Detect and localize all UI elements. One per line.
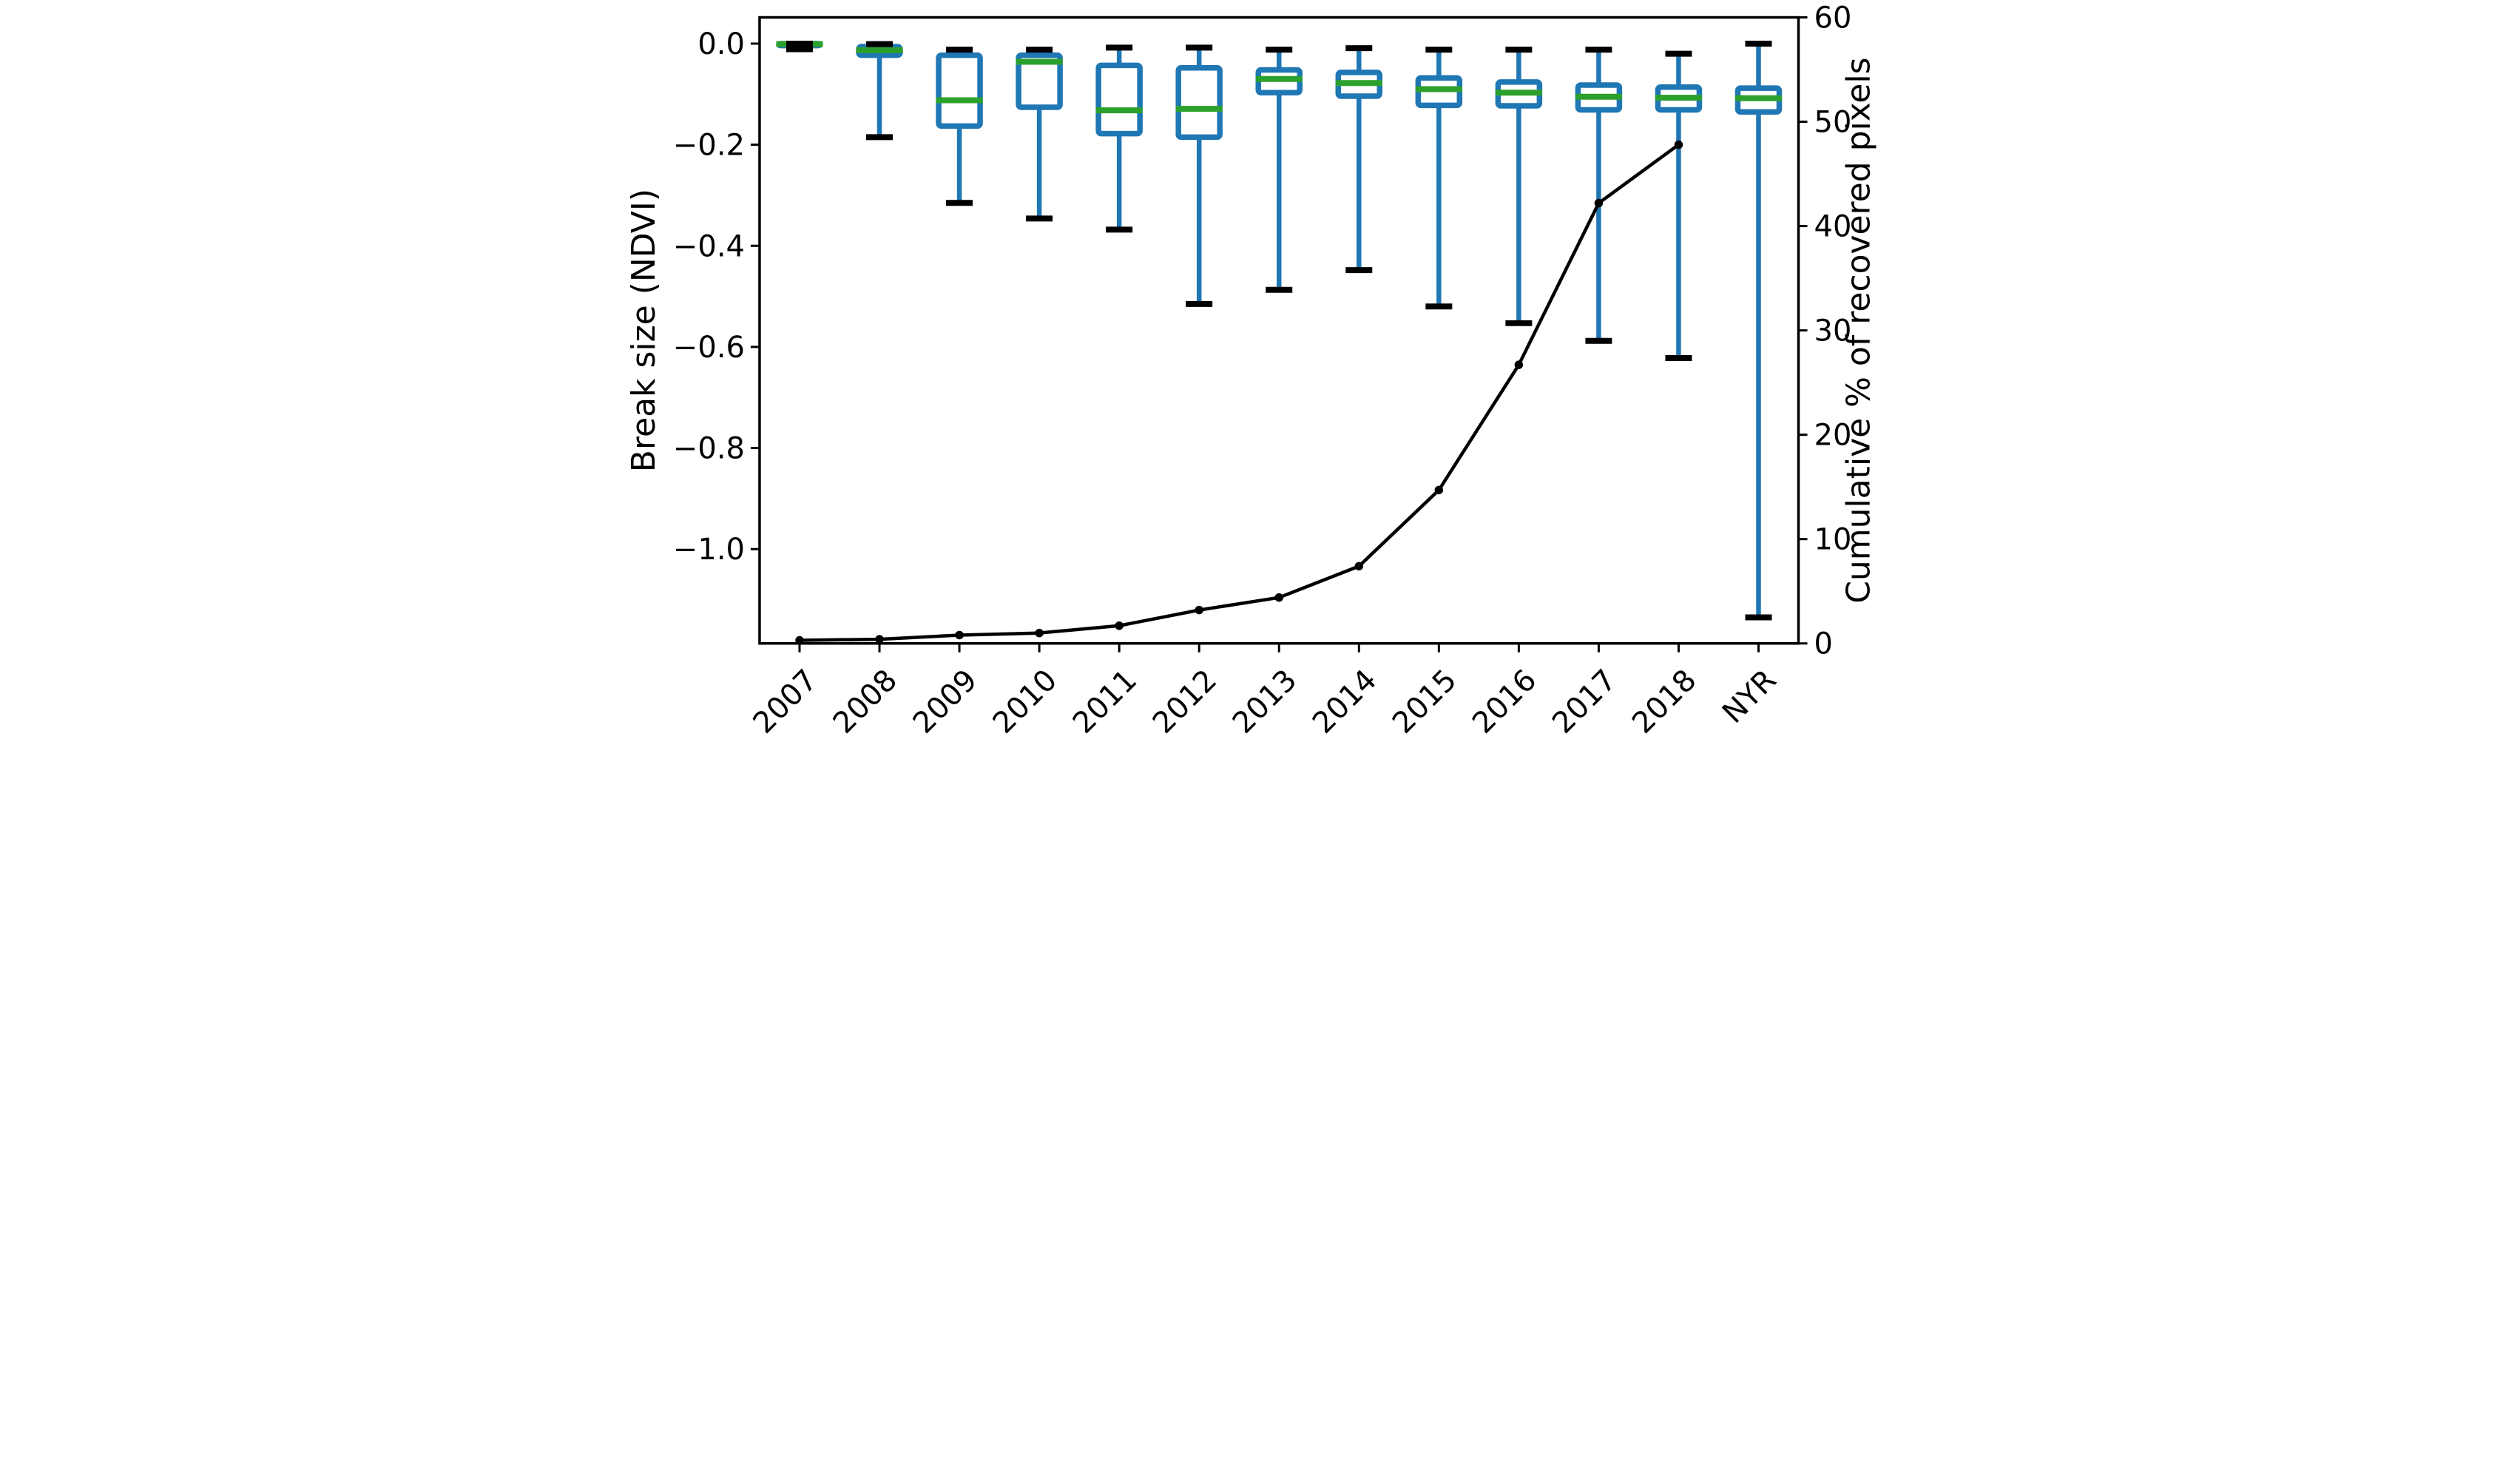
right-tick-label: 30	[1814, 314, 1852, 348]
boxplot-cumulative-chart: 0.0−0.2−0.4−0.6−0.8−1.001020304050602007…	[630, 0, 1890, 735]
left-axis: 0.0 −0.2 −0.4 −0.6 −0.8 −1.0	[673, 27, 760, 567]
boxplot-2011	[1095, 44, 1143, 233]
boxplot-2014	[1335, 45, 1383, 274]
right-tick-label: 50	[1814, 106, 1852, 140]
boxplot-2012	[1175, 44, 1223, 307]
right-tick-label: 40	[1814, 210, 1852, 244]
boxplot-2009	[936, 47, 983, 206]
boxplot-2016	[1495, 47, 1543, 326]
cumulative-marker-2007	[795, 635, 804, 645]
cumulative-marker-2010	[1035, 628, 1044, 638]
boxplot-NYR	[1734, 40, 1783, 621]
cumulative-marker-2014	[1354, 562, 1364, 571]
left-tick-label: −0.6	[673, 331, 745, 365]
cumulative-marker-2016	[1514, 360, 1524, 369]
left-tick-label: −1.0	[673, 533, 745, 567]
left-tick-label: −0.2	[673, 129, 745, 163]
boxplot-2017	[1575, 47, 1623, 344]
boxplot-2008	[856, 41, 903, 141]
boxplot-2010	[1016, 47, 1063, 222]
figure-container: 0.0 −0.2 −0.4 −0.6 −0.8 −1.0 0 10 20 30 40 50 60 2007…	[630, 0, 1890, 735]
cumulative-marker-2013	[1274, 593, 1283, 602]
cumulative-line	[797, 143, 1680, 642]
right-axis-title: Cumulative % of recovered pixels	[1840, 57, 1878, 603]
boxplot-2013	[1255, 47, 1303, 293]
plot-frame	[758, 16, 1800, 645]
left-axis-title: Break size (NDVI)	[630, 189, 663, 472]
boxplot-2015	[1415, 47, 1463, 310]
right-tick-label: 0	[1814, 627, 1833, 661]
right-tick-label: 60	[1814, 1, 1852, 35]
right-tick-label: 10	[1814, 523, 1852, 557]
cumulative-marker-2018	[1674, 140, 1683, 149]
left-tick-label: −0.4	[673, 229, 745, 263]
cumulative-marker-2012	[1195, 605, 1203, 615]
cumulative-marker-2017	[1594, 198, 1604, 208]
box-iqr	[1095, 62, 1143, 137]
box-iqr	[936, 52, 983, 129]
right-axis: 0 10 20 30 40 50 60	[1798, 1, 1852, 661]
left-tick-label: −0.8	[673, 432, 745, 466]
cumulative-marker-2009	[955, 630, 964, 640]
cumulative-marker-2015	[1434, 485, 1444, 495]
boxplot-2018	[1655, 50, 1703, 361]
left-tick-label: 0.0	[697, 27, 745, 61]
cumulative-marker-2011	[1115, 621, 1124, 630]
box-iqr	[1175, 65, 1223, 141]
boxplot-2007	[776, 40, 823, 53]
box-iqr	[1016, 52, 1063, 110]
cumulative-marker-2008	[875, 635, 884, 644]
cumulative-line-group	[795, 140, 1683, 645]
right-tick-label: 20	[1814, 419, 1852, 453]
